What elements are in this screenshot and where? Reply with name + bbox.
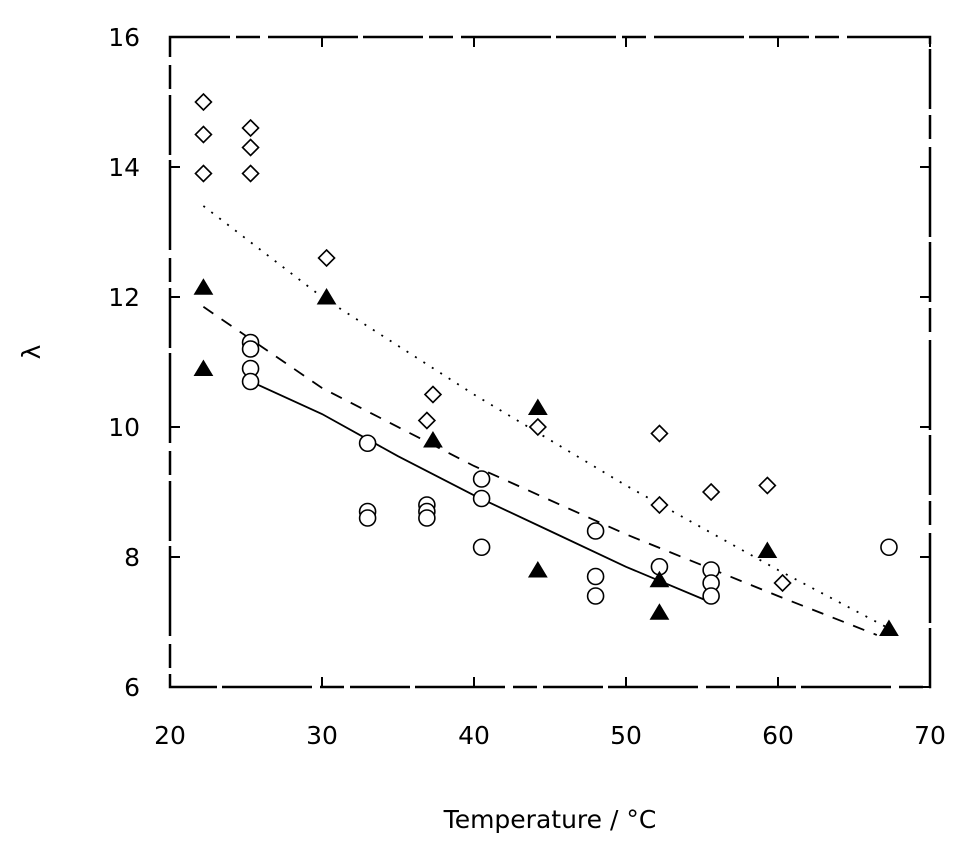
diamond-marker [423,385,443,404]
y-tick-label: 8 [124,543,140,572]
x-tick-label: 50 [610,721,642,750]
y-tick-label: 6 [124,673,140,702]
triangle-marker [649,603,670,620]
fit-curve-dashed [202,306,878,636]
diamond-marker [241,138,260,157]
triangle-marker [527,398,548,415]
triangle-marker [193,359,214,376]
diamond-marker [317,248,336,268]
axis-ticks [169,36,931,688]
circle-marker [586,587,605,605]
circle-marker [586,522,605,540]
x-tick-label: 60 [762,721,794,750]
diamond-marker [701,482,721,502]
x-tick-label: 70 [914,721,946,750]
y-tick-labels: 6 8 10 12 14 16 [108,23,140,702]
circle-marker [472,489,491,508]
circle-marker [702,587,720,605]
diamond-marker [241,164,260,183]
circle-marker [241,372,260,391]
diamond-marker [194,92,213,112]
data-markers [193,92,899,636]
circle-marker [358,434,377,453]
circle-marker [586,567,605,586]
triangle-marker [527,561,548,578]
y-tick-label: 16 [108,23,140,52]
triangle-marker [649,570,670,588]
y-tick-label: 10 [108,413,140,442]
diamond-marker [758,476,777,495]
circle-marker [472,538,491,557]
fit-curves [202,205,890,636]
x-axis-label: Temperature / °C [443,805,657,834]
plot-frame [168,35,932,689]
circle-marker [418,509,436,527]
circle-marker [880,538,898,557]
diamond-marker [417,411,437,430]
triangle-marker [316,288,337,305]
circle-marker [358,509,377,527]
triangle-marker [193,278,214,295]
triangle-marker [879,619,899,636]
x-tick-label: 20 [154,721,186,750]
diamond-marker [241,118,260,138]
y-tick-label: 14 [108,153,140,182]
x-tick-labels: 20 30 40 50 60 70 [154,721,946,750]
diamond-marker [194,125,213,144]
fit-curve-dotted [202,205,890,630]
x-tick-label: 30 [306,721,338,750]
diamond-marker [194,164,213,183]
triangle-marker [757,541,778,558]
circle-marker [241,340,260,358]
circle-marker [472,470,491,488]
diamond-marker [650,495,669,515]
diamond-marker [650,424,669,443]
x-tick-label: 40 [458,721,490,750]
diamond-marker [773,573,792,593]
diamond-marker [528,417,547,437]
triangle-marker [423,431,443,448]
y-tick-label: 12 [108,283,140,312]
y-axis-label: λ [17,344,46,359]
